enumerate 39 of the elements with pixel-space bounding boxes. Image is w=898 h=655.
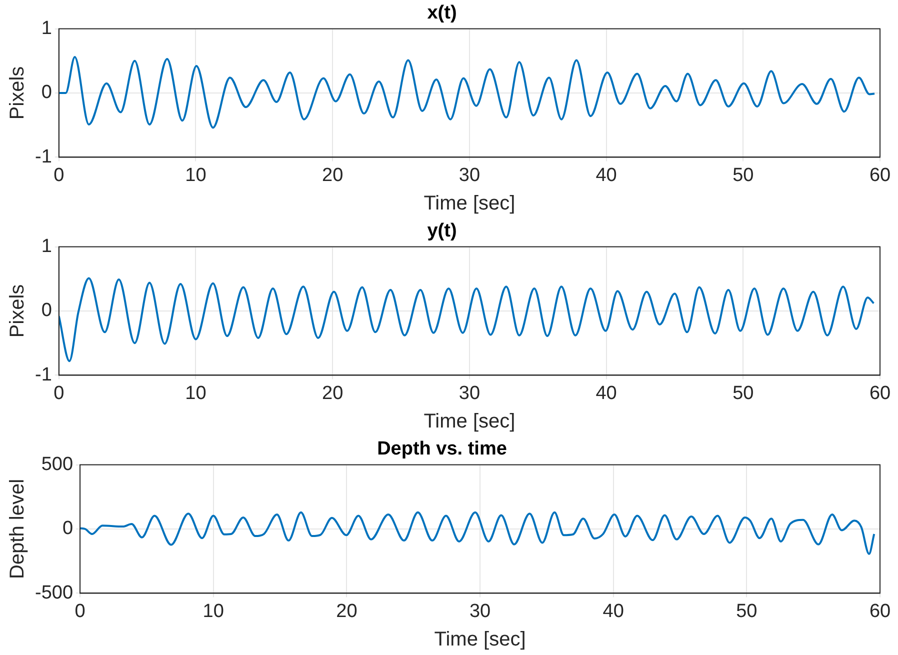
x-tick-label: 40 xyxy=(596,164,617,186)
x-tick-label: 50 xyxy=(732,382,754,404)
line-series xyxy=(58,56,876,129)
x-tick-label: 60 xyxy=(869,600,891,622)
line-series xyxy=(58,277,875,362)
x-axis-title: Time [sec] xyxy=(424,192,516,215)
x-tick-label: 50 xyxy=(736,600,758,622)
y-tick-label: 0 xyxy=(41,300,52,322)
y-tick-label: 0 xyxy=(62,518,74,540)
y-axis-title: Pixels xyxy=(6,66,29,120)
y-tick-label: -500 xyxy=(34,582,74,604)
x-tick-label: 20 xyxy=(322,164,344,186)
y-axis-title: Depth level xyxy=(6,478,29,580)
x-tick-label: 20 xyxy=(322,382,344,404)
chart-title: x(t) xyxy=(427,2,457,24)
x-tick-label: 40 xyxy=(596,382,617,404)
x-tick-label: 10 xyxy=(185,164,206,186)
y-tick-label: 1 xyxy=(41,18,52,40)
y-axis-title: Pixels xyxy=(6,284,29,338)
x-tick-label: 40 xyxy=(602,600,624,622)
x-tick-label: 10 xyxy=(185,382,206,404)
x-tick-label: 60 xyxy=(869,382,891,404)
y-tick-label: 500 xyxy=(41,454,74,476)
x-tick-label: 30 xyxy=(458,382,480,404)
y-tick-label: -1 xyxy=(34,364,52,386)
y-tick-label: 0 xyxy=(41,82,52,104)
y-tick-label: 1 xyxy=(41,236,52,258)
x-axis-title: Time [sec] xyxy=(424,410,516,433)
x-tick-label: 30 xyxy=(458,164,480,186)
x-axis-title: Time [sec] xyxy=(434,628,526,651)
x-tick-label: 20 xyxy=(336,600,358,622)
y-tick-label: -1 xyxy=(34,146,52,168)
x-tick-label: 60 xyxy=(869,164,891,186)
x-tick-label: 30 xyxy=(469,600,491,622)
x-tick-label: 10 xyxy=(202,600,224,622)
chart-title: Depth vs. time xyxy=(377,438,507,460)
x-tick-label: 50 xyxy=(732,164,754,186)
line-series xyxy=(80,511,876,555)
chart-title: y(t) xyxy=(427,220,457,242)
